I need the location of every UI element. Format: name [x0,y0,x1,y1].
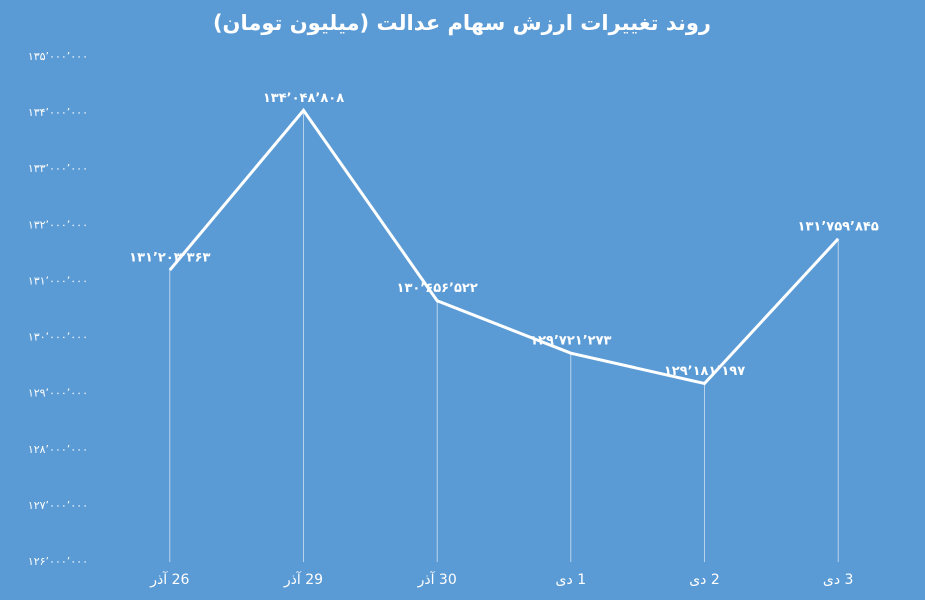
y-tick-label: ۱۳۱٬۰۰۰٬۰۰۰ [28,274,88,287]
x-tick-label: 1 دی [556,572,587,588]
y-tick-label: ۱۳۰٬۰۰۰٬۰۰۰ [28,331,88,344]
x-tick-label: 30 آذر [417,571,457,588]
value-label: ۱۲۹٬۷۲۱٬۲۷۳ [530,334,611,349]
x-tick-label: 2 دی [689,572,720,588]
y-tick-label: ۱۳۴٬۰۰۰٬۰۰۰ [28,106,88,119]
chart-title: روند تغییرات ارزش سهام عدالت (میلیون توم… [213,11,711,35]
value-label: ۱۳۰٬۶۵۶٬۵۲۲ [397,281,478,296]
value-label: ۱۳۱٬۷۵۹٬۸۴۵ [798,219,879,234]
y-tick-label: ۱۳۵٬۰۰۰٬۰۰۰ [28,50,88,63]
y-tick-label: ۱۳۳٬۰۰۰٬۰۰۰ [28,162,88,175]
x-tick-label: 29 آذر [283,571,323,588]
y-tick-label: ۱۲۷٬۰۰۰٬۰۰۰ [28,499,88,512]
y-tick-label: ۱۲۶٬۰۰۰٬۰۰۰ [28,555,88,568]
y-tick-label: ۱۲۹٬۰۰۰٬۰۰۰ [28,387,88,400]
value-label: ۱۳۱٬۲۰۳٬۳۶۳ [129,251,210,266]
value-label: ۱۲۹٬۱۸۱٬۱۹۷ [664,364,745,379]
x-tick-label: 26 آذر [149,571,189,588]
line [168,107,840,386]
value-label: ۱۳۴٬۰۴۸٬۸۰۸ [263,91,344,106]
x-tick-label: 3 دی [823,572,854,588]
y-tick-label: ۱۲۸٬۰۰۰٬۰۰۰ [28,443,88,456]
y-tick-label: ۱۳۲٬۰۰۰٬۰۰۰ [28,218,88,231]
